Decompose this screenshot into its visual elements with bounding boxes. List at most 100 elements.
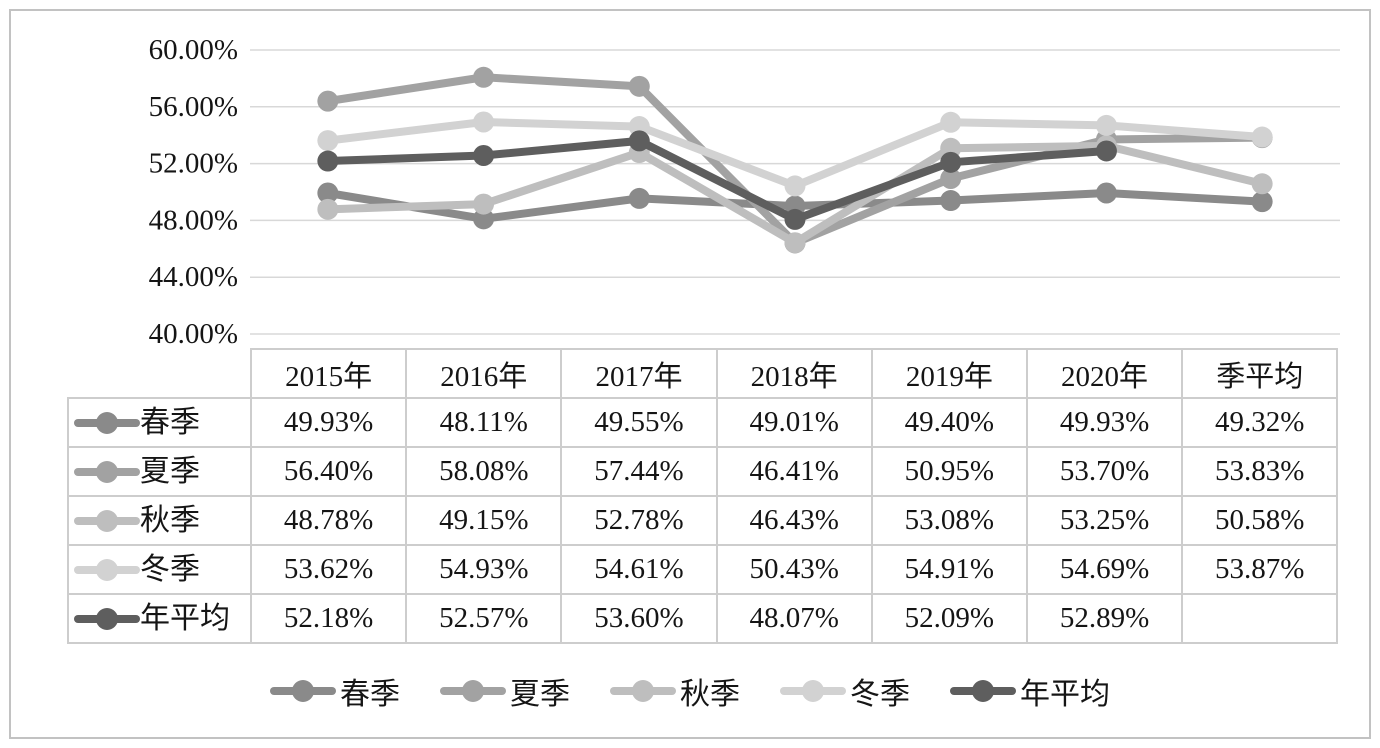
- series-marker-dot-icon: [632, 680, 654, 702]
- y-axis-tick-label: 60.00%: [149, 34, 238, 66]
- series-marker-icon: [780, 680, 846, 702]
- series-marker-dot-icon: [292, 680, 314, 702]
- table-body: 春季 49.93% 48.11% 49.55% 49.01% 49.40% 49.93% 49…: [67, 397, 1339, 644]
- data-point-spring: [940, 190, 962, 212]
- legend-label: 秋季: [680, 678, 740, 711]
- series-marker-dot-icon: [96, 411, 118, 434]
- data-point-spring: [317, 182, 339, 204]
- table-cell: 48.11%: [405, 397, 563, 448]
- table-cell: 50.58%: [1181, 495, 1339, 546]
- series-marker-dot-icon: [462, 680, 484, 702]
- table-cell: 50.95%: [870, 446, 1028, 497]
- table-corner-blank: [68, 349, 251, 398]
- table-cell: 54.61%: [560, 544, 718, 595]
- series-marker-icon: [950, 680, 1016, 702]
- table-cell: 49.15%: [405, 495, 563, 546]
- table-cell: 49.32%: [1181, 397, 1339, 448]
- table-cell: 48.07%: [715, 593, 873, 644]
- series-marker-icon: [610, 680, 676, 702]
- data-point-winter: [940, 111, 962, 133]
- series-label: 年平均: [140, 601, 230, 635]
- table-row-winter: 冬季 53.62% 54.93% 54.61% 50.43% 54.91% 54.69% 53…: [67, 544, 1339, 595]
- data-point-summer: [473, 66, 495, 88]
- table-cell: 49.55%: [560, 397, 718, 448]
- row-label: 冬季: [69, 552, 250, 586]
- legend-item-autumn: 秋季: [610, 669, 740, 713]
- data-point-spring: [628, 187, 650, 209]
- table-cell: 52.89%: [1025, 593, 1184, 644]
- row-label-cell: 年平均: [67, 593, 252, 644]
- y-axis-tick-label: 52.00%: [149, 148, 238, 180]
- series-marker-icon: [270, 680, 336, 702]
- series-marker-icon: [74, 607, 140, 630]
- series-label: 冬季: [140, 552, 200, 586]
- column-header: 2016年: [405, 348, 563, 399]
- legend-item-annual-average: 年平均: [950, 669, 1110, 713]
- data-point-annual-average: [317, 150, 339, 172]
- data-point-annual-average: [473, 145, 495, 167]
- series-marker-dot-icon: [96, 558, 118, 581]
- series-marker-icon: [440, 680, 506, 702]
- y-axis-tick-label: 48.00%: [149, 204, 238, 236]
- table-cell: 52.18%: [249, 593, 408, 644]
- table-cell: 52.57%: [405, 593, 563, 644]
- legend-item-spring: 春季: [270, 669, 400, 713]
- table-cell: 53.60%: [560, 593, 718, 644]
- legend-item-summer: 夏季: [440, 669, 570, 713]
- data-point-spring: [473, 208, 495, 230]
- legend-label: 冬季: [850, 678, 910, 711]
- table-row-autumn: 秋季 48.78% 49.15% 52.78% 46.43% 53.08% 53.25% 50…: [67, 495, 1339, 546]
- table-row-spring: 春季 49.93% 48.11% 49.55% 49.01% 49.40% 49.93% 49…: [67, 397, 1339, 448]
- data-point-annual-average: [1095, 140, 1117, 162]
- table-cell: 52.09%: [870, 593, 1028, 644]
- chart-legend: 春季 夏季 秋季 冬季 年平均: [20, 662, 1360, 720]
- table-cell: [1181, 593, 1339, 644]
- table-cell: 54.93%: [405, 544, 563, 595]
- y-axis-tick-label: 44.00%: [149, 261, 238, 293]
- table-cell: 54.69%: [1025, 544, 1184, 595]
- table-cell: 53.25%: [1025, 495, 1184, 546]
- series-marker-dot-icon: [802, 680, 824, 702]
- column-header: 2017年: [560, 348, 718, 399]
- data-point-autumn: [1251, 173, 1273, 195]
- data-point-autumn: [473, 193, 495, 215]
- series-marker-icon: [74, 411, 140, 434]
- table-cell: 53.08%: [870, 495, 1028, 546]
- data-point-annual-average: [940, 151, 962, 173]
- data-point-winter: [1251, 126, 1273, 148]
- table-cell: 46.43%: [715, 495, 873, 546]
- series-marker-icon: [74, 558, 140, 581]
- table-cell: 53.87%: [1181, 544, 1339, 595]
- series-marker-icon: [74, 509, 140, 532]
- row-label: 年平均: [69, 601, 250, 635]
- column-header: 2019年: [870, 348, 1028, 399]
- table-cell: 49.93%: [1025, 397, 1184, 448]
- table-cell: 50.43%: [715, 544, 873, 595]
- data-table: 2015年 2016年 2017年 2018年 2019年 2020年 季平均 春季 49.9…: [67, 348, 1339, 644]
- data-point-summer: [317, 90, 339, 112]
- legend-label: 年平均: [1020, 678, 1110, 711]
- table-cell: 53.62%: [249, 544, 408, 595]
- table-cell: 56.40%: [249, 446, 408, 497]
- column-header: 季平均: [1181, 348, 1339, 399]
- column-header: 2015年: [249, 348, 408, 399]
- table-cell: 46.41%: [715, 446, 873, 497]
- column-header: 2018年: [715, 348, 873, 399]
- series-marker-dot-icon: [96, 607, 118, 630]
- table-cell: 53.70%: [1025, 446, 1184, 497]
- table-cell: 48.78%: [249, 495, 408, 546]
- data-point-autumn: [784, 232, 806, 254]
- table-cell: 58.08%: [405, 446, 563, 497]
- table-cell: 53.83%: [1181, 446, 1339, 497]
- data-point-winter: [473, 111, 495, 133]
- table-cell: 49.40%: [870, 397, 1028, 448]
- series-label: 夏季: [140, 454, 200, 488]
- data-point-spring: [1095, 182, 1117, 204]
- series-marker-dot-icon: [972, 680, 994, 702]
- series-marker-icon: [74, 460, 140, 483]
- legend-label: 夏季: [510, 678, 570, 711]
- series-label: 春季: [140, 405, 200, 439]
- row-label: 夏季: [69, 454, 250, 488]
- table-cell: 49.01%: [715, 397, 873, 448]
